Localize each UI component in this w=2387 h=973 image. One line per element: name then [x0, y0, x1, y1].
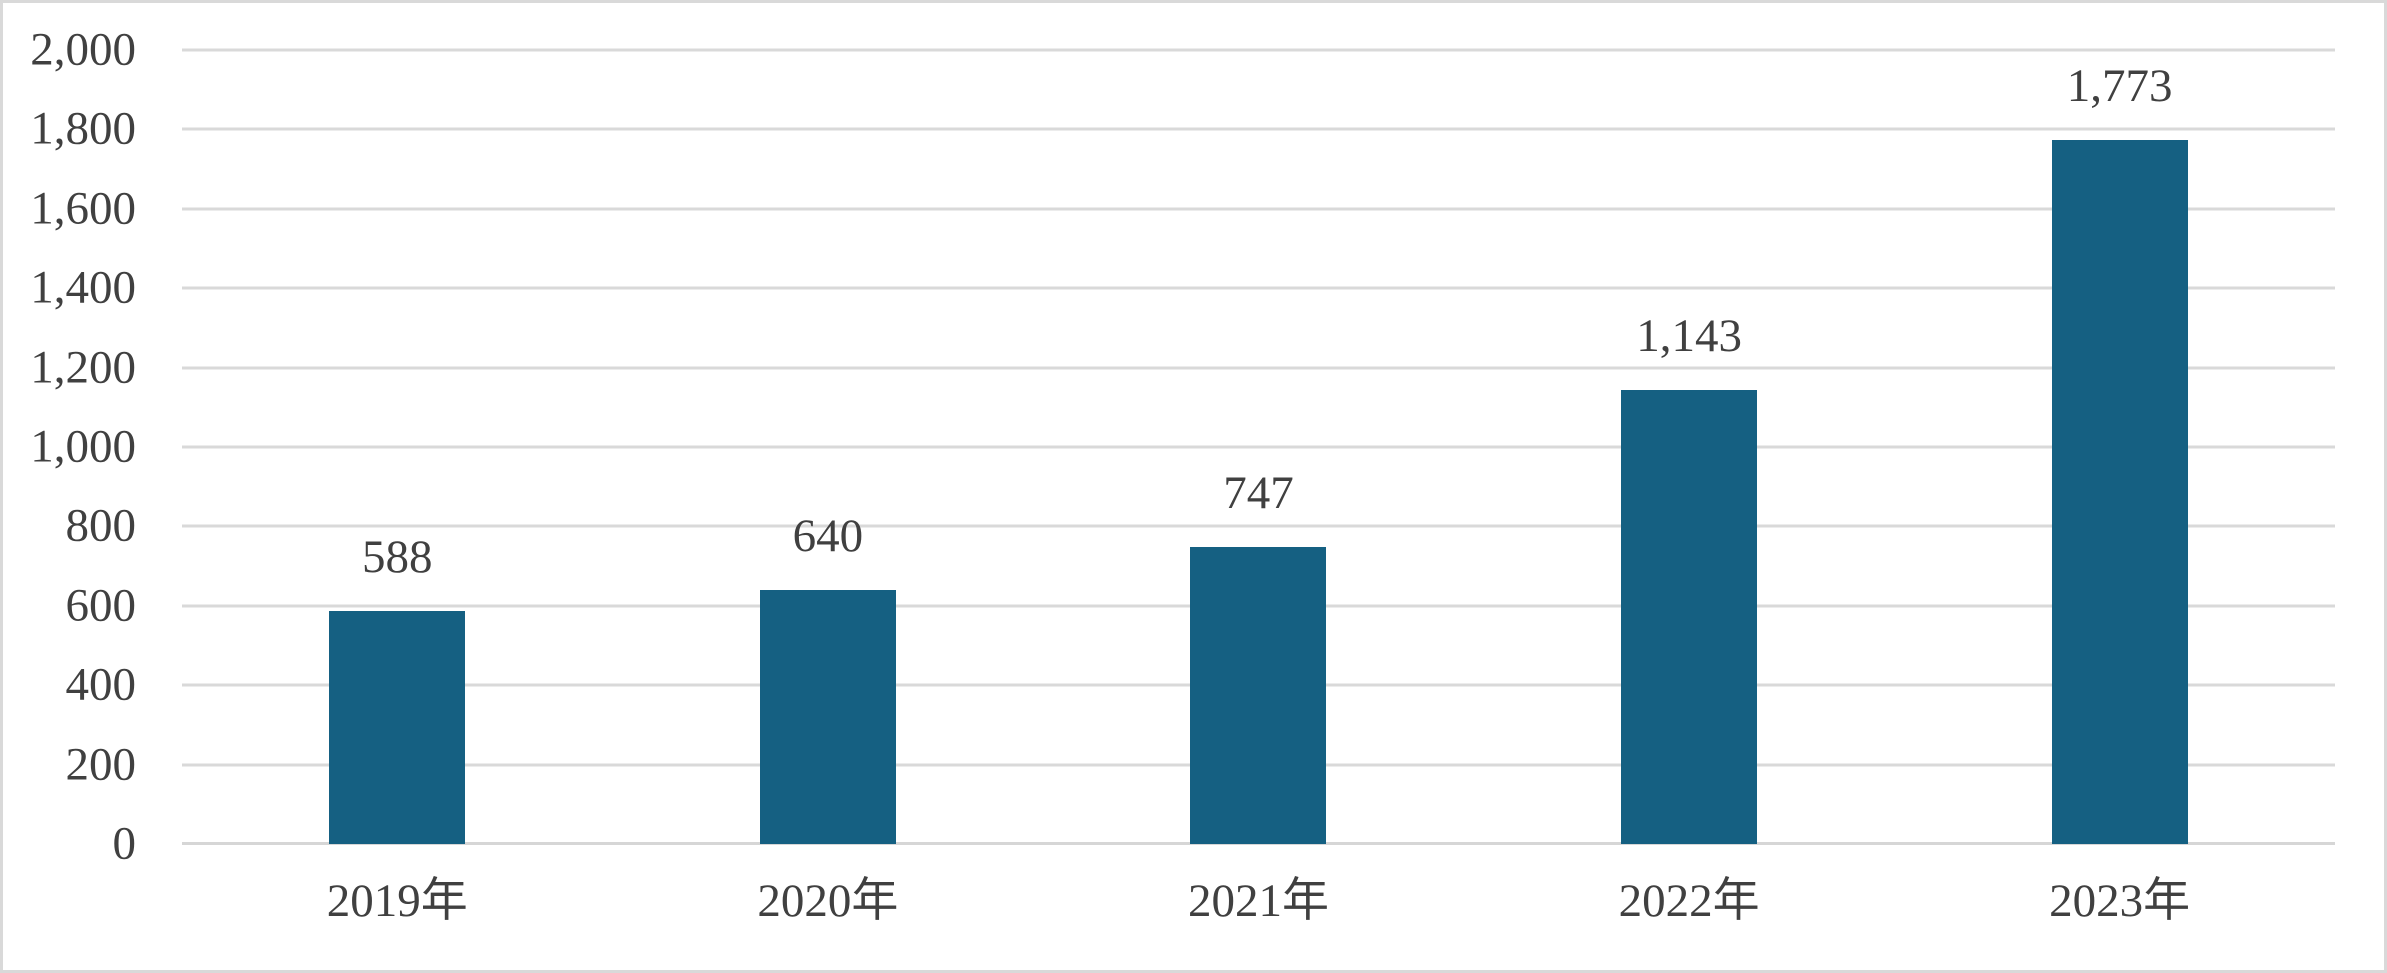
- gridline: [182, 127, 2335, 131]
- x-tick-label: 2022年: [1618, 875, 1760, 927]
- plot-area: 588 640 747 1,143 1,773: [182, 48, 2335, 845]
- y-tick-label: 1,200: [30, 341, 136, 394]
- y-tick-label: 600: [65, 579, 137, 632]
- y-tick-label: 800: [65, 499, 137, 552]
- y-tick-label: 200: [65, 738, 137, 791]
- bar-column: 640: [613, 50, 1044, 844]
- x-tick-label: 2020年: [757, 875, 899, 927]
- x-axis: 2019年 2020年 2021年 2022年 2023年: [182, 874, 2335, 929]
- bar-value-label: 588: [362, 530, 433, 583]
- bar-column: 1,143: [1474, 50, 1905, 844]
- bar-value-label: 1,773: [2066, 60, 2173, 113]
- y-tick-label: 1,600: [30, 182, 136, 235]
- bars-container: 588 640 747 1,143 1,773: [182, 50, 2335, 844]
- y-tick-label: 1,000: [30, 420, 136, 473]
- gridline: [182, 445, 2335, 449]
- gridline: [182, 48, 2335, 52]
- y-tick-label: 400: [65, 658, 137, 711]
- bar-value-label: 1,143: [1636, 310, 1742, 363]
- bar-value-label: 640: [792, 509, 864, 562]
- x-tick-label: 2021年: [1187, 875, 1329, 927]
- y-tick-label: 2,000: [30, 23, 136, 76]
- bar: [759, 589, 896, 844]
- bar-value-label: 747: [1223, 467, 1294, 520]
- y-tick-label: 0: [112, 817, 137, 870]
- bar-column: 747: [1043, 50, 1474, 844]
- gridline: [182, 524, 2335, 528]
- bar: [329, 610, 466, 844]
- bar-column: 588: [182, 50, 613, 844]
- y-axis: 0 200 400 600 800 1,000 1,200 1,400 1,600 1,800 2,…: [3, 24, 137, 870]
- bar-column: 1,773: [1904, 50, 2335, 844]
- bar: [1621, 390, 1758, 844]
- y-tick-label: 1,400: [30, 261, 136, 314]
- gridline: [182, 366, 2335, 370]
- gridline: [182, 207, 2335, 211]
- x-tick-label: 2019年: [326, 875, 468, 927]
- bar: [2051, 140, 2188, 844]
- y-tick-label: 1,800: [30, 102, 136, 155]
- gridline: [182, 286, 2335, 290]
- x-tick-label: 2023年: [2049, 875, 2191, 927]
- bar: [1190, 547, 1327, 844]
